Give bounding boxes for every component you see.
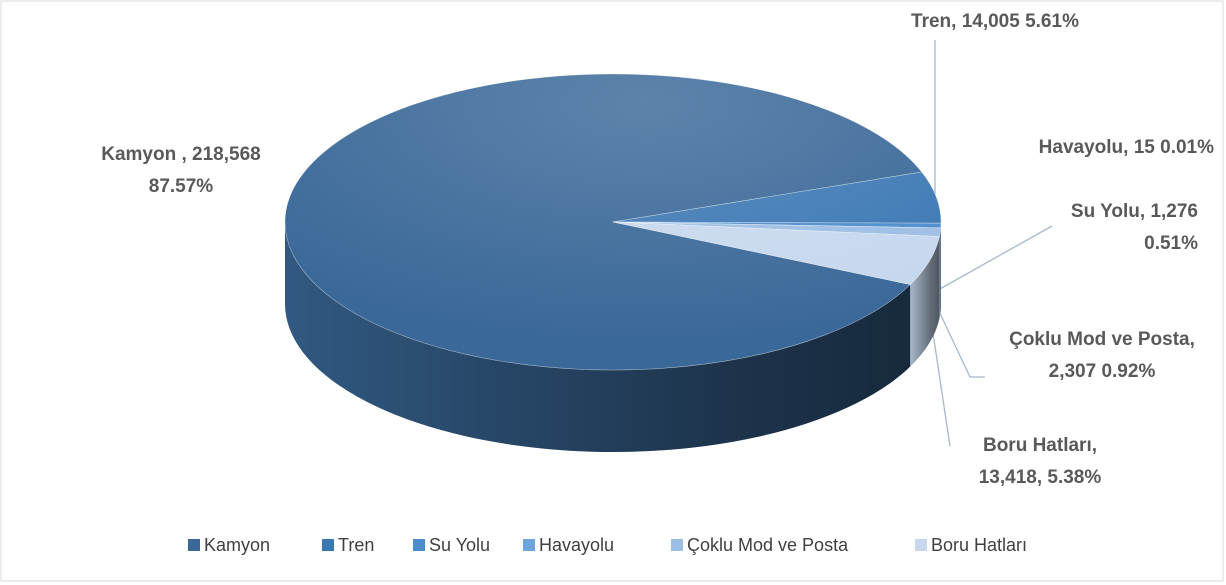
legend-label: Boru Hatları xyxy=(931,535,1027,555)
data-label: 0.51% xyxy=(1144,233,1198,254)
data-label: Su Yolu, 1,276 xyxy=(1071,201,1198,222)
legend-swatch xyxy=(188,539,200,551)
data-label: Kamyon , 218,568 xyxy=(101,144,260,165)
legend-label: Kamyon xyxy=(204,535,270,555)
legend-swatch xyxy=(915,539,927,551)
legend-swatch xyxy=(523,539,535,551)
leader-line xyxy=(937,225,1053,291)
side-shade xyxy=(939,227,941,319)
data-label: 13,418, 5.38% xyxy=(979,467,1102,488)
data-label: Tren, 14,005 5.61% xyxy=(911,11,1079,32)
legend-swatch xyxy=(413,539,425,551)
legend-label: Tren xyxy=(338,535,374,555)
legend-label: Havayolu xyxy=(539,535,614,555)
legend: Kamyon Tren Su Yolu Havayolu Çoklu Mod ve Po… xyxy=(188,535,1027,555)
side-shade xyxy=(285,222,911,452)
legend-swatch xyxy=(322,539,334,551)
legend-label: Su Yolu xyxy=(429,535,490,555)
data-label: Çoklu Mod ve Posta, xyxy=(1009,329,1195,350)
data-label: 2,307 0.92% xyxy=(1049,361,1156,382)
data-label: Havayolu, 15 0.01% xyxy=(1039,137,1214,158)
legend-label: Çoklu Mod ve Posta xyxy=(687,535,849,555)
legend-swatch xyxy=(671,539,683,551)
data-label: 87.57% xyxy=(149,176,214,197)
leader-line xyxy=(929,291,985,378)
data-label: Boru Hatları, xyxy=(983,435,1097,456)
pie xyxy=(284,73,942,452)
labels: Kamyon , 218,568 87.57% Tren, 14,005 5.61%… xyxy=(101,11,1214,488)
